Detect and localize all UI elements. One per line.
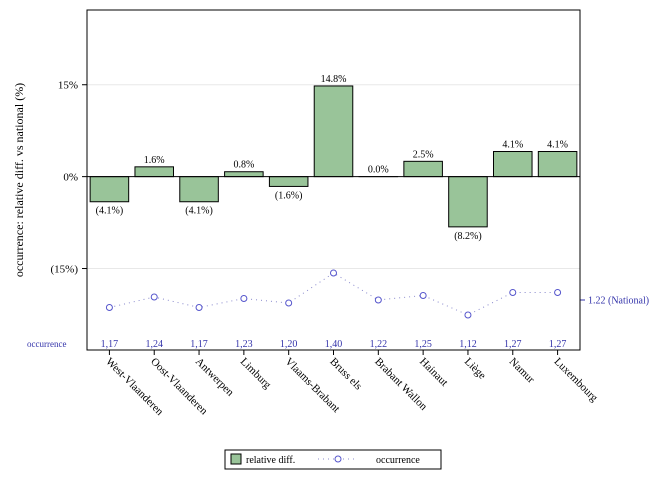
x-tick-label: Limburg bbox=[238, 356, 274, 392]
bar bbox=[448, 176, 488, 228]
bar-data-label: 2.5% bbox=[413, 149, 434, 160]
legend-label-bar: relative diff. bbox=[246, 455, 295, 466]
occurrence-point bbox=[554, 289, 562, 296]
bar bbox=[313, 85, 354, 178]
bar-data-label: 14.8% bbox=[321, 74, 347, 85]
occurrence-value: 1,12 bbox=[459, 339, 477, 350]
occurrence-value: 1,20 bbox=[280, 339, 298, 350]
bar-data-label: 0.8% bbox=[233, 160, 254, 171]
x-tick-label: Antwerpen bbox=[193, 356, 236, 399]
bar-data-label: 1.6% bbox=[144, 155, 165, 166]
bar-data-label: 4.1% bbox=[547, 140, 568, 151]
occurrence-value: 1,17 bbox=[190, 339, 208, 350]
occurrence-value: 1,17 bbox=[101, 339, 119, 350]
occurrence-point bbox=[285, 299, 293, 307]
bar bbox=[403, 160, 443, 178]
occurrence-point bbox=[509, 289, 517, 296]
y-tick-label: 15% bbox=[58, 80, 78, 92]
x-tick-label: Namur bbox=[507, 356, 537, 386]
national-label: 1.22 (National) bbox=[588, 296, 649, 307]
x-tick-label: Bruss els bbox=[327, 356, 364, 393]
x-tick-label: Liège bbox=[462, 356, 488, 382]
occurrence-value: 1,23 bbox=[235, 339, 253, 350]
y-tick-label: (15%) bbox=[51, 264, 79, 276]
plot-frame bbox=[86, 9, 581, 351]
x-tick-label: Hainaut bbox=[417, 356, 450, 389]
occurrence-value: 1,24 bbox=[145, 339, 163, 350]
occurrence-point bbox=[195, 304, 203, 311]
legend-swatch-bar bbox=[230, 453, 242, 465]
occurrence-point bbox=[150, 293, 158, 301]
occurrence-point bbox=[330, 269, 337, 277]
bar bbox=[268, 176, 309, 187]
occurrence-value: 1,22 bbox=[370, 339, 388, 350]
occurrence-row-label: occurrence bbox=[27, 339, 66, 349]
bar-data-label: (1.6%) bbox=[275, 190, 303, 201]
x-tick-label: Luxembourg bbox=[551, 356, 600, 405]
bar bbox=[224, 171, 264, 178]
occurrence-value: 1,25 bbox=[414, 339, 432, 350]
bar bbox=[537, 151, 578, 178]
bar-data-label: (4.1%) bbox=[185, 206, 213, 217]
bar-data-label: 4.1% bbox=[502, 140, 523, 151]
occurrence-value: 1,40 bbox=[325, 339, 343, 350]
bar bbox=[179, 176, 219, 203]
occurrence-point bbox=[374, 296, 382, 304]
y-tick-label: 0% bbox=[63, 172, 78, 184]
bar bbox=[493, 151, 533, 178]
legend-label-occurrence: occurrence bbox=[376, 455, 420, 466]
bar bbox=[89, 176, 130, 203]
bar-data-label: 0.0% bbox=[368, 165, 389, 176]
bar-data-label: (4.1%) bbox=[96, 206, 124, 217]
occurrence-point bbox=[419, 292, 427, 299]
bar bbox=[134, 166, 174, 178]
bar-data-label: (8.2%) bbox=[454, 231, 482, 242]
y-axis-title: occurrence: relative diff. vs national (… bbox=[12, 83, 26, 277]
occurrence-point bbox=[240, 295, 248, 302]
occurrence-line bbox=[109, 272, 558, 316]
occurrence-point bbox=[464, 311, 472, 319]
occurrence-point bbox=[105, 304, 113, 311]
occurrence-value: 1,27 bbox=[504, 339, 522, 350]
legend-marker-occurrence bbox=[334, 455, 342, 463]
occurrence-value: 1,27 bbox=[549, 339, 567, 350]
